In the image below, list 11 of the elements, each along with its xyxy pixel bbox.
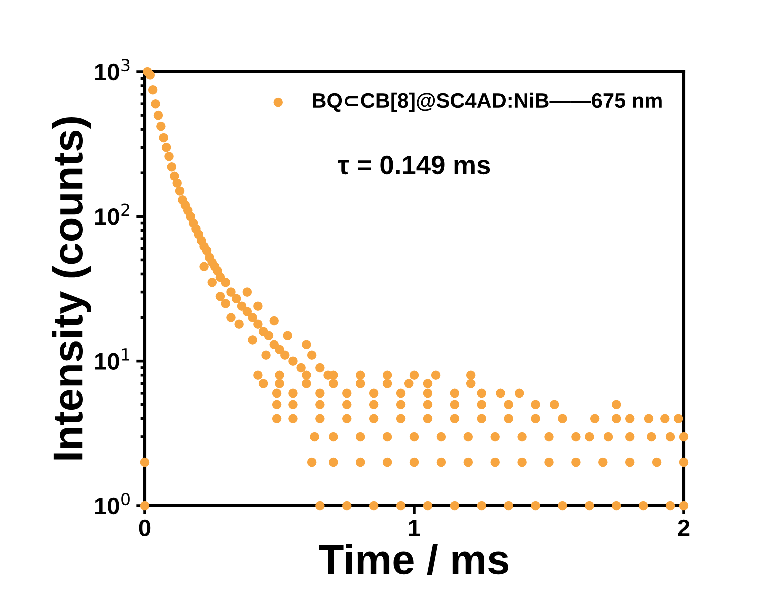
y-tick-label: 10$^{0}$ [96,493,130,515]
y-tick-label: 10$^{2}$ [96,204,130,226]
legend-label: BQ⊂CB[8]@SC4AD:NiB——675 nm [313,92,662,112]
x-tick-label: 2 [678,520,690,536]
x-axis-title: Time / ms [319,544,509,576]
x-tick-label: 0 [139,520,151,537]
y-tick-label: 10$^{1}$ [96,348,130,370]
annotation: τ = 0.149 ms [338,156,490,175]
x-tick-label: 1 [409,520,420,536]
y-axis-title: Intensity (counts) [52,117,92,460]
y-tick-label: 10$^{3}$ [96,59,130,81]
